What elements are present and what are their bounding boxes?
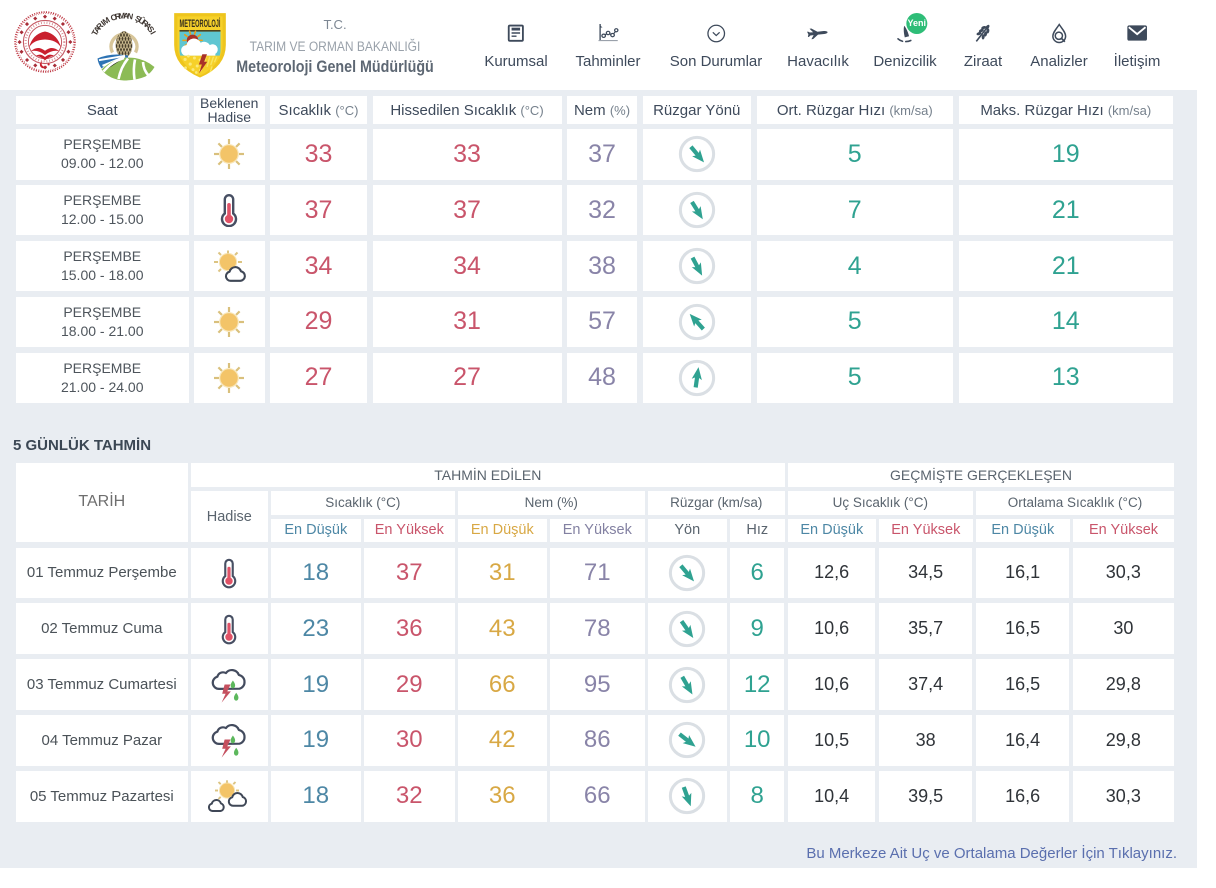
svg-text:M: M xyxy=(118,11,126,20)
svg-text:I: I xyxy=(99,19,106,27)
svg-text:A: A xyxy=(92,24,103,34)
svg-text:S: S xyxy=(145,25,156,35)
svg-text:METEOROLOJİ: METEOROLOJİ xyxy=(180,17,221,30)
svg-text:A: A xyxy=(123,11,130,20)
svg-text:A: A xyxy=(143,21,154,32)
svg-text:N: N xyxy=(126,12,134,22)
svg-text:I: I xyxy=(148,30,157,36)
svg-text:T: T xyxy=(90,29,100,38)
svg-text:R: R xyxy=(114,12,122,22)
svg-text:R: R xyxy=(140,18,150,29)
svg-text:Ş: Ş xyxy=(134,14,143,25)
svg-text:R: R xyxy=(95,21,106,32)
svg-text:Û: Û xyxy=(137,14,148,27)
svg-text:M: M xyxy=(101,15,112,26)
svg-text:O: O xyxy=(109,12,118,23)
